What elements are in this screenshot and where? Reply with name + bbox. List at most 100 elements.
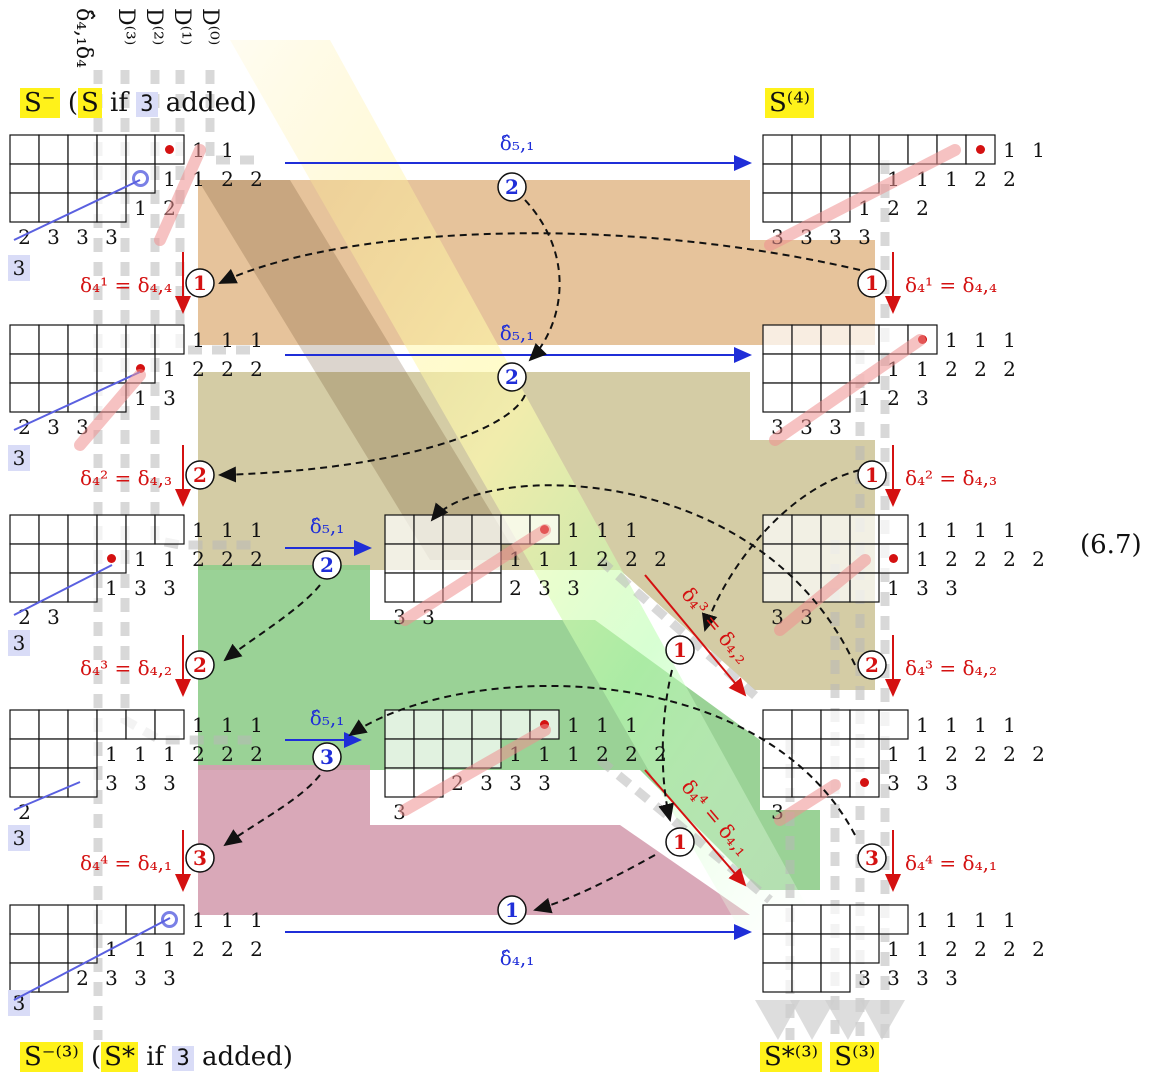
tableau-entry: 2	[509, 576, 522, 600]
tableau-entry: 2	[1003, 742, 1016, 766]
tableau-entry: 1	[221, 713, 234, 737]
header-top-right: S⁽⁴⁾	[765, 88, 815, 118]
side-box-text: 3	[13, 256, 26, 280]
guide-diag-1	[597, 556, 763, 704]
tableau-entry: 1	[974, 908, 987, 932]
tableau-entry: 1	[945, 518, 958, 542]
tableau-cell	[9, 192, 40, 223]
tableau-cell	[38, 962, 69, 993]
tableau-entry: 2	[250, 167, 263, 191]
circle-shape	[497, 895, 527, 925]
tableau-entry: 1	[1003, 138, 1016, 162]
tableau-entry: 1	[974, 328, 987, 352]
tableau-cell	[67, 134, 98, 165]
tableau-entry: 3	[134, 966, 147, 990]
red-label-left-2: δ₄² = δ₄,₃	[80, 466, 172, 490]
circle-number: 2	[193, 653, 207, 677]
circle-shape	[185, 650, 215, 680]
tableau-entry: 1	[1032, 138, 1045, 162]
tableau-cell	[762, 163, 793, 194]
s-minus-label: S⁻	[20, 88, 60, 118]
tableau-entry: 2	[596, 742, 609, 766]
tableau-entry: 2	[18, 415, 31, 439]
tableau-cell	[9, 767, 40, 798]
blue-ring	[161, 911, 178, 928]
tableau-entry: 3	[47, 605, 60, 629]
tableau-entry: 2	[945, 742, 958, 766]
tableau-entry: 1	[105, 742, 118, 766]
added-num-2: 3	[172, 1046, 194, 1071]
tableau-cell	[791, 962, 822, 993]
side-box-bg	[8, 255, 30, 281]
tableau-cell	[820, 324, 851, 355]
tableau-entry: 2	[1003, 167, 1016, 191]
tableau-entry: 1	[134, 742, 147, 766]
tableau-cell	[96, 192, 127, 223]
side-box-text: 3	[13, 446, 26, 470]
tableau-cell	[471, 709, 502, 740]
circle-shape	[312, 550, 342, 580]
added-text: added)	[165, 88, 257, 118]
tableau-cell	[820, 514, 851, 545]
tableau-entry: 3	[829, 225, 842, 249]
tableau-cell	[125, 324, 156, 355]
tableau-cell	[384, 543, 415, 574]
dashed-curve-4	[701, 469, 861, 632]
dashed-curve-3	[218, 394, 526, 483]
added-text-2: added)	[201, 1042, 293, 1072]
red-dot	[165, 145, 174, 154]
tableau-cell	[9, 933, 40, 964]
tableau-entry: 1	[887, 742, 900, 766]
tableau-entry: 2	[625, 742, 638, 766]
circle-shape	[185, 843, 215, 873]
tableau-cell	[849, 163, 880, 194]
tableau-entry: 1	[916, 908, 929, 932]
circle-shape	[497, 362, 527, 392]
arrows	[175, 155, 901, 940]
pink-path-6	[399, 524, 551, 626]
tableau-entry: 2	[76, 966, 89, 990]
circle-shape	[497, 172, 527, 202]
tableau-entry: 1	[192, 328, 205, 352]
tableau-entry: 2	[974, 547, 987, 571]
left-tableau-4: 1 1 11 1 1 2 2 23 3 32	[9, 709, 263, 824]
tableau-entry: 1	[538, 547, 551, 571]
tableau-cell	[67, 709, 98, 740]
tableau-entry: 2	[916, 196, 929, 220]
tableau-entry: 1	[134, 937, 147, 961]
right-tableau-1: 11111221223333	[762, 134, 1045, 249]
tableau-cell	[125, 709, 156, 740]
tableau-cell	[125, 163, 156, 194]
tableau-entry: 1	[1003, 328, 1016, 352]
tableau-entry: 1	[916, 518, 929, 542]
s-star3-label: S*⁽³⁾	[760, 1042, 823, 1072]
tableau-cell	[67, 324, 98, 355]
tableau-entry: 3	[163, 771, 176, 795]
tableau-entry: 1	[134, 196, 147, 220]
red-diag-arrow-2	[644, 769, 747, 887]
tableau-entry: 3	[829, 415, 842, 439]
side-box-bg	[8, 990, 30, 1016]
tableau-cell	[762, 767, 793, 798]
tableau-entry: 3	[858, 225, 871, 249]
circle-shape	[857, 268, 887, 298]
tableau-entry: 1	[221, 138, 234, 162]
tableau-entry: 1	[916, 742, 929, 766]
tableau-cell	[791, 738, 822, 769]
red-circle-left-4: 3	[185, 843, 215, 873]
tableau-entry: 3	[134, 771, 147, 795]
tableau-cell	[413, 543, 444, 574]
circle-shape	[185, 460, 215, 490]
guide-diag-2	[597, 756, 773, 904]
tableau-entry: 1	[945, 167, 958, 191]
tableau-cell	[38, 514, 69, 545]
blue-arrow-label-3: δ̂₅,₁	[310, 514, 344, 538]
tableau-cell	[9, 324, 40, 355]
tableau-cell	[442, 543, 473, 574]
tableau-entry: 1	[858, 386, 871, 410]
tableau-cell	[413, 709, 444, 740]
red-circle-left-2: 2	[185, 460, 215, 490]
tableau-cell	[96, 134, 127, 165]
circle-number: 1	[193, 271, 207, 295]
